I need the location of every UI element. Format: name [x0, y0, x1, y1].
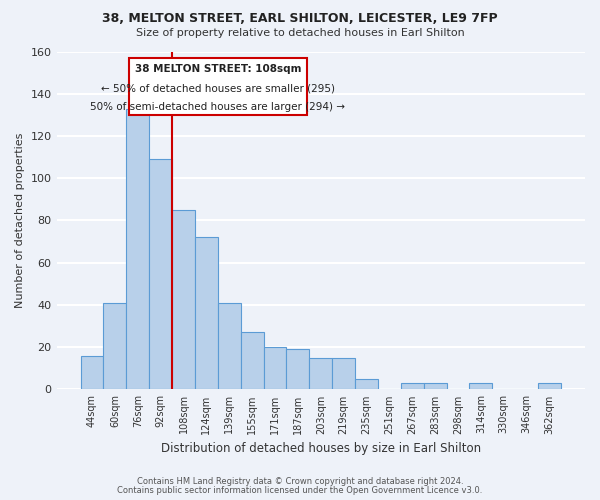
Bar [218, 303, 241, 390]
Bar [401, 383, 424, 390]
Text: Contains HM Land Registry data © Crown copyright and database right 2024.: Contains HM Land Registry data © Crown c… [137, 477, 463, 486]
Text: ← 50% of detached houses are smaller (295): ← 50% of detached houses are smaller (29… [101, 83, 335, 93]
Bar [149, 159, 172, 390]
Bar [332, 358, 355, 390]
Bar [80, 356, 103, 390]
Bar [263, 347, 286, 390]
Text: 50% of semi-detached houses are larger (294) →: 50% of semi-detached houses are larger (… [91, 102, 346, 112]
Bar [355, 379, 378, 390]
Bar [127, 108, 149, 390]
Bar [103, 303, 127, 390]
X-axis label: Distribution of detached houses by size in Earl Shilton: Distribution of detached houses by size … [161, 442, 481, 455]
Bar [310, 358, 332, 390]
Bar [195, 238, 218, 390]
Text: 38, MELTON STREET, EARL SHILTON, LEICESTER, LE9 7FP: 38, MELTON STREET, EARL SHILTON, LEICEST… [102, 12, 498, 26]
Bar [286, 350, 310, 390]
Text: Size of property relative to detached houses in Earl Shilton: Size of property relative to detached ho… [136, 28, 464, 38]
Bar [172, 210, 195, 390]
Bar [538, 383, 561, 390]
Text: 38 MELTON STREET: 108sqm: 38 MELTON STREET: 108sqm [134, 64, 301, 74]
Y-axis label: Number of detached properties: Number of detached properties [15, 133, 25, 308]
Bar [469, 383, 493, 390]
Bar [241, 332, 263, 390]
FancyBboxPatch shape [128, 58, 307, 115]
Bar [424, 383, 446, 390]
Text: Contains public sector information licensed under the Open Government Licence v3: Contains public sector information licen… [118, 486, 482, 495]
